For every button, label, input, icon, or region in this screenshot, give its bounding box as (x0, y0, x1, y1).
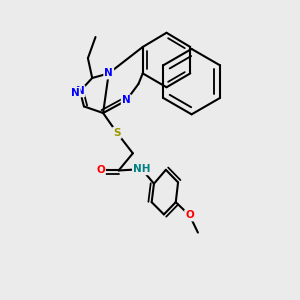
Text: N: N (122, 95, 130, 106)
Text: N: N (104, 68, 113, 78)
Text: O: O (96, 166, 105, 176)
Text: NH: NH (133, 164, 151, 174)
Text: S: S (113, 128, 121, 138)
Text: N: N (71, 88, 80, 98)
Text: N: N (76, 86, 84, 96)
Text: O: O (185, 210, 194, 220)
